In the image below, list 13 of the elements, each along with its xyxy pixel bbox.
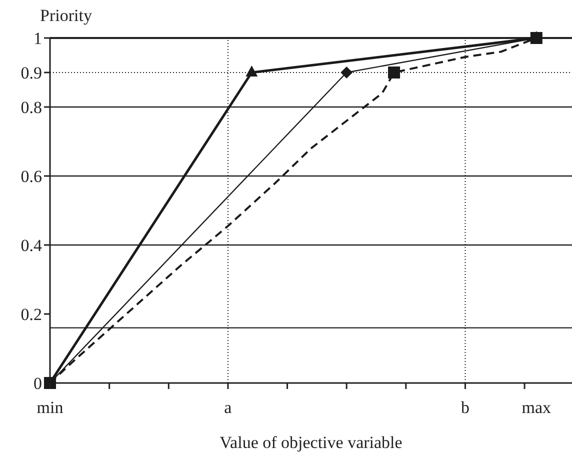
x-tick-label: a: [224, 398, 232, 417]
y-tick-label: 0.2: [20, 305, 42, 324]
x-axis-title: Value of objective variable: [220, 433, 402, 452]
x-tick-label: min: [36, 398, 64, 417]
y-tick-label: 0.6: [20, 167, 42, 186]
y-tick-label: 1: [34, 29, 42, 48]
y-tick-label: 0.8: [20, 98, 42, 118]
x-tick-label: max: [522, 398, 552, 417]
y-tick-label: 0.9: [20, 64, 42, 83]
y-axis-title: Priority: [40, 6, 92, 26]
x-tick-label: b: [460, 398, 470, 417]
y-tick-label: 0.4: [20, 236, 42, 256]
y-tick-label: 0: [34, 374, 42, 394]
